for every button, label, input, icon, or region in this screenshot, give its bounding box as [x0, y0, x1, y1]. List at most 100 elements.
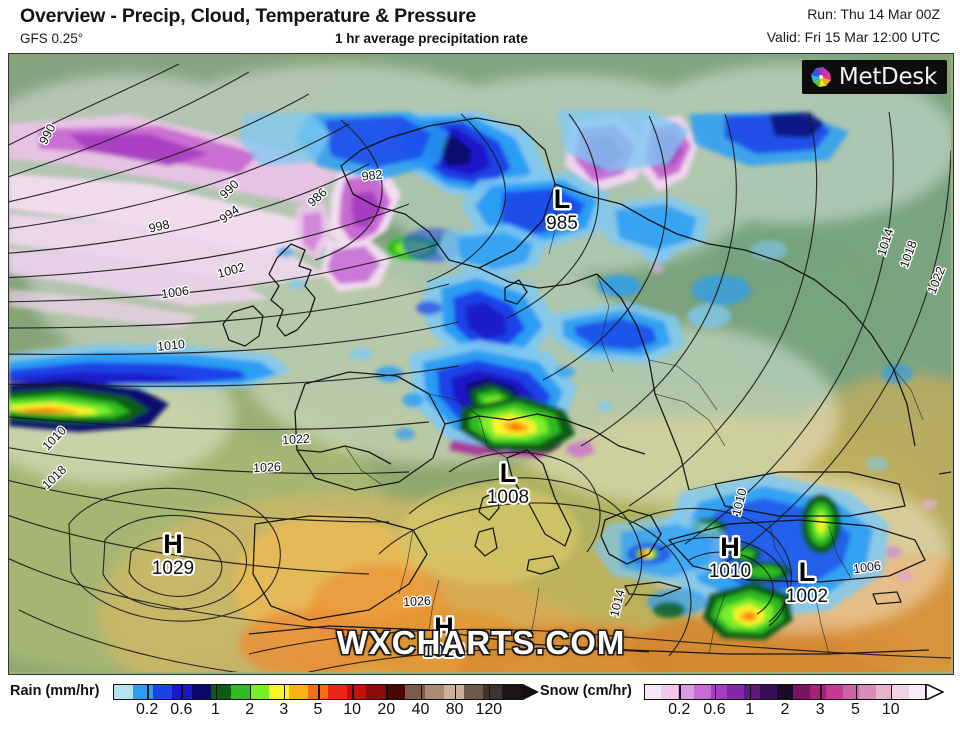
- snow-segment: [793, 685, 810, 699]
- snow-segment: [677, 685, 695, 699]
- rain-tick-mark: [181, 684, 183, 700]
- snow-tick-mark: [890, 684, 893, 700]
- rain-segment: [269, 685, 289, 699]
- chart-header: Overview - Precip, Cloud, Temperature & …: [0, 0, 960, 52]
- rain-bar-arrow: [523, 684, 539, 700]
- svg-text:1010: 1010: [156, 337, 185, 354]
- isobar-label: 998: [146, 216, 172, 237]
- snow-tick-mark: [679, 684, 681, 700]
- snow-tick-label: 5: [851, 701, 860, 718]
- isobar-label: 1026: [251, 458, 282, 476]
- rain-segment: [114, 685, 134, 699]
- snow-segment: [776, 685, 794, 699]
- snow-segment: [842, 685, 860, 699]
- rain-tick-label: 120: [475, 701, 503, 718]
- valid-timestamp: Valid: Fri 15 Mar 12:00 UTC: [766, 29, 940, 45]
- rain-tick-labels: 0.2 0.6 1 2 3 5 10 20 40 80 120: [113, 701, 523, 723]
- rain-tick-mark: [352, 684, 354, 700]
- page-title: Overview - Precip, Cloud, Temperature & …: [20, 5, 477, 27]
- rain-segment: [424, 685, 445, 699]
- svg-text:1006: 1006: [160, 284, 190, 302]
- rain-tick-label: 40: [411, 701, 430, 718]
- isobar-label: 990: [216, 176, 243, 203]
- snow-tick-labels: 0.2 0.6 1 2 3 5 10: [644, 701, 926, 723]
- snow-segment: [645, 685, 662, 699]
- isobars: [9, 63, 951, 672]
- svg-text:1026: 1026: [403, 594, 432, 609]
- pinwheel-icon: [810, 67, 831, 87]
- rain-segment: [502, 685, 522, 699]
- rain-tick-mark: [488, 684, 491, 700]
- rain-segment: [308, 685, 328, 699]
- rain-tick-mark: [420, 684, 422, 700]
- isobar-label: 1026: [401, 592, 432, 610]
- run-timestamp: Run: Thu 14 Mar 00Z: [807, 6, 940, 22]
- rain-tick-label: 10: [343, 701, 362, 718]
- model-label: GFS 0.25°: [20, 31, 84, 46]
- snow-tick-mark: [749, 684, 752, 700]
- country-borders: [344, 183, 924, 655]
- snow-segment: [710, 685, 728, 699]
- snow-tick-label: 0.2: [668, 701, 691, 718]
- rain-segment: [366, 685, 386, 699]
- isobar-label: 1022: [280, 430, 311, 449]
- rain-tick-label: 0.6: [170, 701, 193, 718]
- rain-segment: [211, 685, 231, 699]
- rain-tick-mark: [147, 684, 149, 700]
- svg-text:1006: 1006: [852, 559, 882, 577]
- snow-tick-mark: [820, 684, 822, 700]
- rain-segment: [444, 685, 464, 699]
- snow-tick-mark: [855, 684, 857, 700]
- snow-segment: [760, 685, 777, 699]
- snow-tick-label: 2: [780, 701, 790, 718]
- snow-tick-mark: [785, 684, 787, 700]
- rain-tick-label: 80: [445, 701, 464, 718]
- snow-bar-arrow: [925, 682, 945, 702]
- snow-tick-label: 0.6: [703, 701, 726, 718]
- snow-segment: [875, 685, 893, 699]
- isobar-label: 1010: [155, 336, 187, 355]
- svg-text:1022: 1022: [282, 432, 311, 448]
- snow-tick-label: 1: [745, 701, 755, 718]
- rain-tick-label: 3: [279, 701, 289, 718]
- metdesk-logo[interactable]: MetDesk: [801, 60, 947, 94]
- rain-segment: [327, 685, 348, 699]
- snow-segment: [743, 685, 761, 699]
- rain-tick-mark: [386, 684, 388, 700]
- isobar-label: 982: [360, 166, 385, 185]
- rain-tick-label: 2: [245, 701, 255, 718]
- svg-text:982: 982: [361, 167, 383, 183]
- snow-segment: [727, 685, 744, 699]
- rain-tick-mark: [215, 684, 217, 700]
- rain-segment: [483, 685, 503, 699]
- rain-segment: [191, 685, 212, 699]
- rain-tick-label: 0.2: [136, 701, 159, 718]
- rain-segment: [133, 685, 153, 699]
- snow-segment: [859, 685, 876, 699]
- rain-segment: [152, 685, 173, 699]
- rain-segment: [347, 685, 367, 699]
- map-canvas: 9909829869909949981002100610101010101810…: [9, 54, 951, 672]
- weather-map[interactable]: 990 982 986 990 994 998 1002 1006 1010 1010 1018 10…: [8, 53, 954, 675]
- snow-segment: [826, 685, 843, 699]
- rain-segment: [230, 685, 250, 699]
- snow-tick-mark: [714, 684, 716, 700]
- rain-tick-mark: [454, 684, 457, 700]
- rain-tick-mark: [249, 684, 252, 700]
- rain-segment: [385, 685, 406, 699]
- snow-legend-title: Snow (cm/hr): [540, 683, 632, 699]
- snow-tick-label: 3: [815, 701, 825, 718]
- rain-tick-label: 20: [377, 701, 396, 718]
- chart-subtitle: 1 hr average precipitation rate: [335, 31, 528, 46]
- snow-segment: [661, 685, 678, 699]
- snow-tick-label: 10: [881, 701, 900, 718]
- snow-segment: [908, 685, 925, 699]
- rain-segment: [463, 685, 484, 699]
- isobar-label: 1006: [159, 282, 191, 302]
- svg-text:998: 998: [147, 217, 171, 235]
- isobar-label: 1006: [851, 557, 883, 577]
- rain-segment: [288, 685, 309, 699]
- svg-text:1026: 1026: [253, 460, 282, 475]
- rain-tick-mark: [318, 684, 320, 700]
